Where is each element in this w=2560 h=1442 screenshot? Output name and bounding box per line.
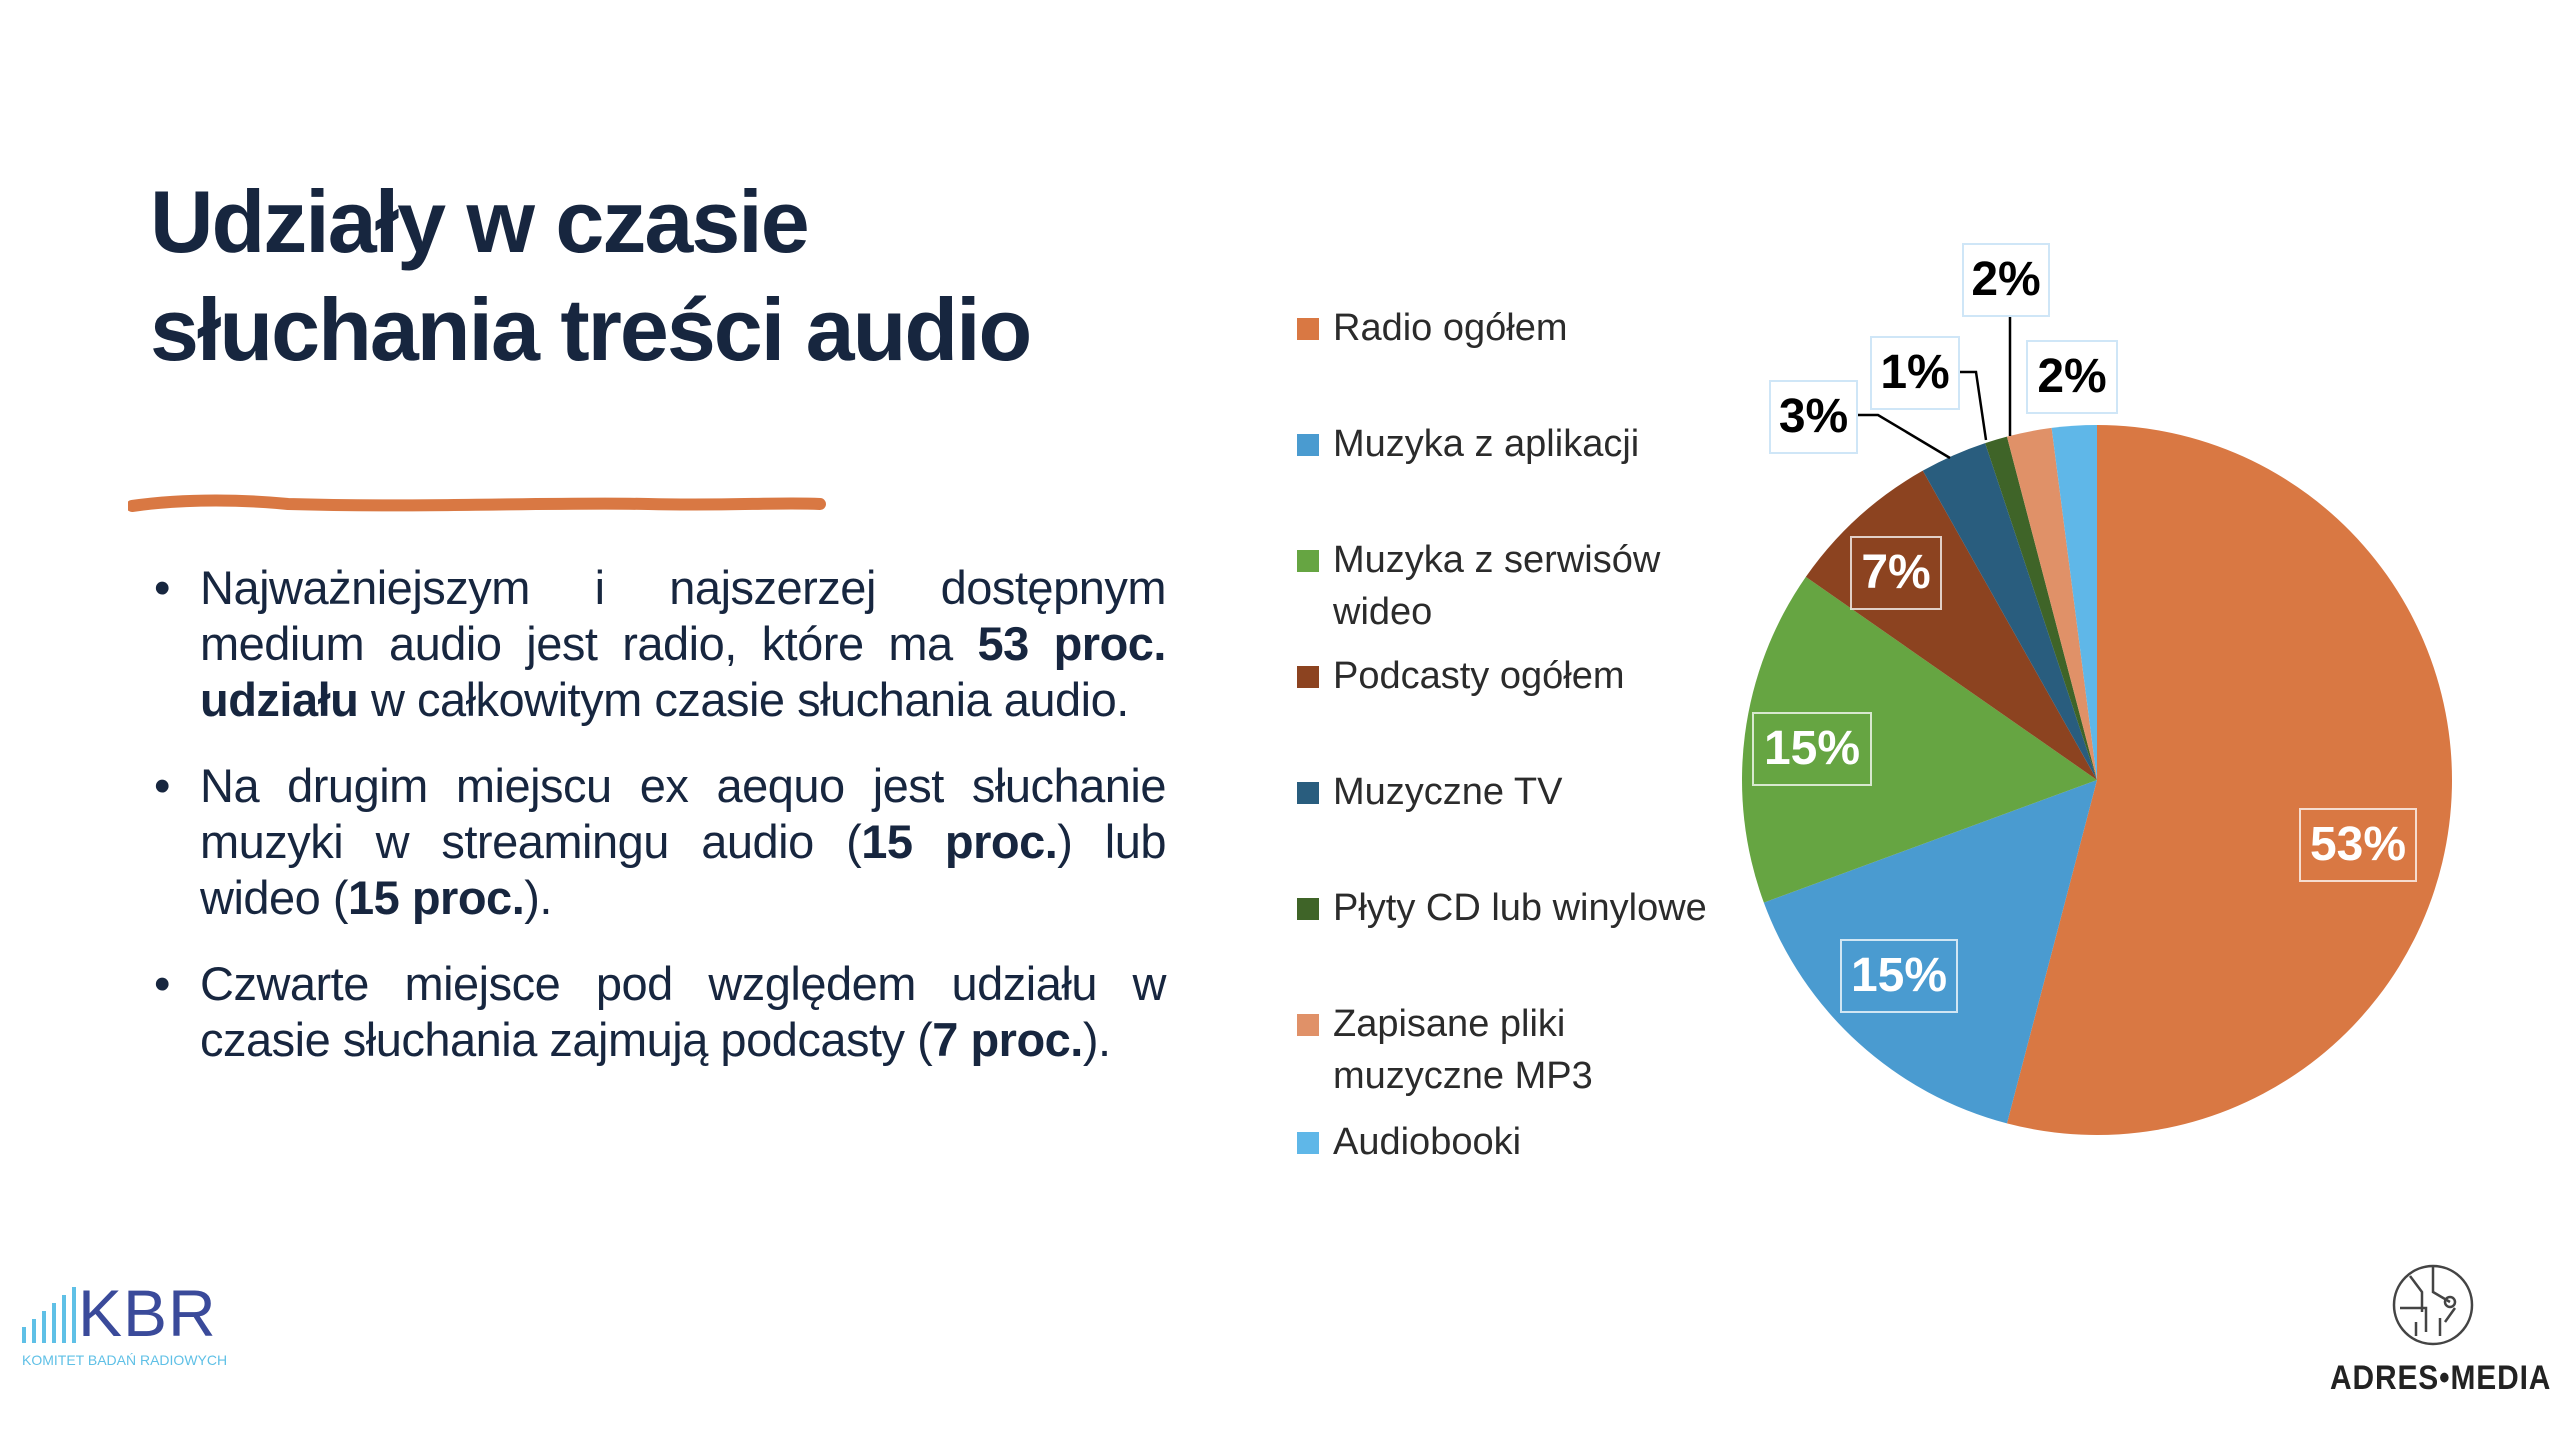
legend-label: Płyty CD lub winylowe (1333, 887, 1707, 929)
bullet-item-1: • Najważniejszym i najszerzej dostępnym m… (150, 560, 1167, 728)
legend-label: Muzyczne TV (1333, 771, 1563, 813)
legend-swatch (1297, 318, 1319, 340)
leader-line-1pct (1960, 370, 1988, 441)
pie-slice-3 (1805, 470, 2097, 780)
bullet-list: • Najważniejszym i najszerzej dostępnym m… (150, 560, 1167, 1098)
legend-item: Zapisane pliki muzyczne MP3 (1297, 998, 1697, 1102)
legend-label: Audiobooki (1333, 1121, 1522, 1163)
adres-media-logo: ADRES•MEDIA (2330, 1359, 2552, 1397)
bullet-item-3: • Czwarte miejsce pod względem udziału w … (150, 956, 1167, 1068)
legend-item: Podcasty ogółem (1297, 650, 1757, 702)
legend-item: Muzyczne TV (1297, 766, 1757, 818)
pie-slice-5 (1985, 436, 2097, 780)
legend-label: Podcasty ogółem (1333, 655, 1625, 697)
text: ) lub wideo ( (200, 815, 1167, 924)
title-line-1: Udziały w czasie (150, 172, 810, 271)
slide-title: Udziały w czasie słuchania treści audio (150, 168, 1032, 384)
legend-swatch (1297, 1132, 1319, 1154)
kbr-logo-bars-icon (22, 1287, 76, 1343)
bullet-dot: • (154, 957, 170, 1010)
data-label-mp3: 2% (1962, 243, 2050, 317)
pie-slice-2 (1742, 576, 2097, 903)
legend-item: Płyty CD lub winylowe (1297, 882, 1757, 934)
legend-item: Radio ogółem (1297, 302, 1757, 354)
data-label-muzyczne-tv: 3% (1769, 380, 1858, 454)
kbr-logo-subtitle: KOMITET BADAŃ RADIOWYCH (22, 1352, 228, 1368)
legend-swatch (1297, 666, 1319, 688)
legend-label: Radio ogółem (1333, 307, 1568, 349)
title-line-2: słuchania treści audio (150, 280, 1032, 379)
data-label-muzyka-wideo: 15% (1752, 712, 1872, 786)
legend-swatch (1297, 782, 1319, 804)
leader-line-3pct (1858, 413, 1951, 460)
pie-slice-0 (2006, 425, 2452, 1135)
legend-swatch (1297, 434, 1319, 456)
legend-item: Audiobooki (1297, 1116, 1757, 1168)
data-label-muzyka-aplikacji: 15% (1840, 939, 1958, 1013)
bullet-dot: • (154, 759, 170, 812)
data-label-audiobooki: 2% (2026, 340, 2118, 414)
data-label-podcasty: 7% (1850, 536, 1942, 610)
legend-label: Zapisane pliki muzyczne MP3 (1333, 1003, 1593, 1097)
legend-item: Muzyka z serwisów wideo (1297, 534, 1717, 638)
legend-item: Muzyka z aplikacji (1297, 418, 1757, 470)
text: ). (1082, 1013, 1111, 1066)
bold-text: 7 proc. (932, 1013, 1083, 1066)
pie-slice-6 (2006, 427, 2097, 780)
pie-slice-7 (2051, 425, 2097, 780)
bold-text: 53 proc. udziału (200, 617, 1167, 726)
legend-swatch (1297, 550, 1319, 572)
data-label-radio: 53% (2299, 808, 2417, 882)
text: Czwarte miejsce pod względem udziału w c… (200, 957, 1167, 1066)
orange-brush-stroke (128, 494, 826, 512)
legend-label: Muzyka z serwisów wideo (1333, 539, 1661, 633)
bold-text: 15 proc. (861, 815, 1058, 868)
pie-slice-1 (1763, 780, 2097, 1124)
kbr-logo: KBR (78, 1276, 217, 1350)
bold-text: 15 proc. (348, 871, 525, 924)
legend-label: Muzyka z aplikacji (1333, 423, 1640, 465)
data-label-plyty: 1% (1870, 336, 1960, 410)
pie-slice-4 (1922, 443, 2097, 780)
text: ). (524, 871, 552, 924)
legend-swatch (1297, 1014, 1319, 1036)
bullet-dot: • (154, 561, 170, 614)
bullet-item-2: • Na drugim miejscu ex aequo jest słuchan… (150, 758, 1167, 926)
leader-lines (1858, 313, 2012, 460)
adres-media-emblem-icon (2392, 1264, 2474, 1346)
text: Najważniejszym i najszerzej dostępnym me… (200, 561, 1167, 670)
legend-swatch (1297, 898, 1319, 920)
text: w całkowitym czasie słuchania audio. (358, 673, 1129, 726)
text: Na drugim miejscu ex aequo jest słuchani… (200, 759, 1167, 868)
